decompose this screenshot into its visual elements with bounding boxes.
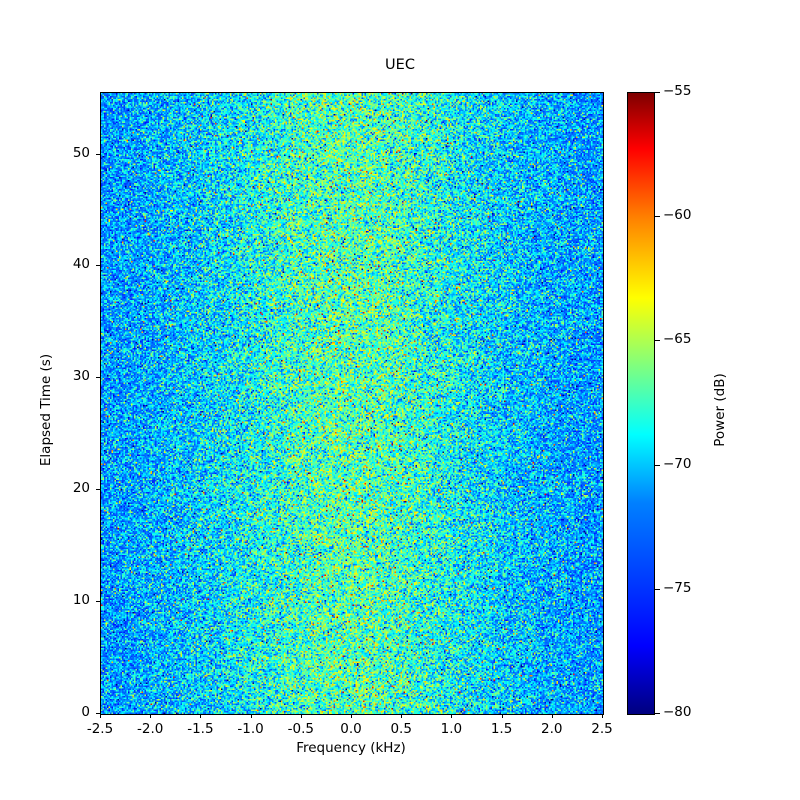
- y-tick-label: 40: [72, 256, 90, 273]
- y-tick-label: 10: [72, 592, 90, 609]
- x-tick-label: -1.0: [237, 721, 264, 737]
- colorbar-tick-mark: [655, 92, 660, 93]
- x-tick-mark: [551, 714, 553, 718]
- spectrogram-heatmap: [101, 93, 603, 714]
- x-tick-label: 2.5: [591, 721, 613, 737]
- colorbar-tick-label: −55: [663, 83, 692, 99]
- x-tick-mark: [150, 714, 152, 718]
- y-tick-mark: [96, 265, 100, 267]
- x-tick-label: -2.0: [137, 721, 164, 737]
- colorbar-tick-label: −70: [663, 455, 692, 472]
- colorbar-tick-mark: [655, 713, 660, 714]
- colorbar-tick-mark: [655, 216, 660, 218]
- y-tick-mark: [96, 153, 100, 155]
- x-tick-mark: [451, 714, 453, 718]
- x-tick-label: 0.0: [340, 721, 362, 737]
- x-tick-mark: [602, 714, 603, 718]
- spectrogram-plot-area: [100, 92, 604, 715]
- x-tick-label: 1.0: [440, 721, 463, 737]
- x-tick-mark: [100, 714, 101, 718]
- colorbar-gradient: [628, 93, 654, 714]
- power-colorbar: [627, 92, 655, 715]
- colorbar-tick-label: −60: [663, 207, 692, 224]
- x-tick-label: -2.5: [86, 721, 114, 737]
- colorbar-tick-label: −80: [663, 704, 692, 720]
- y-tick-label: 0: [81, 704, 90, 720]
- y-axis-label: Elapsed Time (s): [38, 353, 54, 467]
- x-tick-mark: [250, 714, 252, 718]
- colorbar-tick-label: −65: [663, 331, 692, 348]
- y-tick-mark: [96, 601, 100, 603]
- x-tick-mark: [200, 714, 202, 718]
- x-axis-label: Frequency (kHz): [296, 740, 406, 756]
- title-line-station: UEC: [385, 57, 415, 73]
- x-tick-label: 0.5: [390, 721, 412, 737]
- y-tick-label: 50: [72, 144, 90, 161]
- colorbar-label: Power (dB): [712, 373, 728, 447]
- colorbar-tick-mark: [655, 340, 660, 342]
- x-tick-mark: [300, 714, 302, 718]
- colorbar-tick-mark: [655, 588, 660, 590]
- x-tick-mark: [351, 714, 352, 718]
- y-tick-label: 30: [72, 368, 90, 385]
- x-tick-label: -1.5: [187, 721, 214, 737]
- y-tick-label: 20: [72, 480, 90, 497]
- y-tick-mark: [96, 377, 100, 379]
- x-tick-label: 2.0: [541, 721, 563, 737]
- x-tick-label: -0.5: [287, 721, 314, 737]
- colorbar-tick-label: −75: [663, 579, 692, 596]
- y-tick-mark: [96, 489, 100, 491]
- y-tick-mark: [96, 713, 100, 714]
- x-tick-label: 1.5: [490, 721, 513, 737]
- x-tick-mark: [501, 714, 503, 718]
- x-tick-mark: [401, 714, 403, 718]
- colorbar-tick-mark: [655, 464, 660, 466]
